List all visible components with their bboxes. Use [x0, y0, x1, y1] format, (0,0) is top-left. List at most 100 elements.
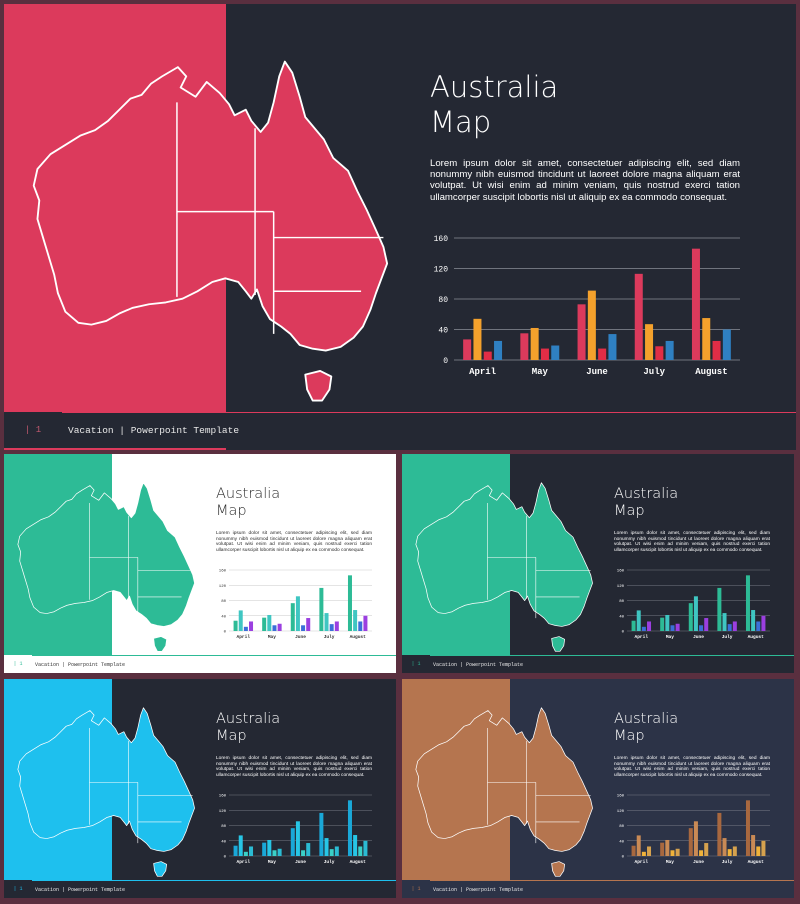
- x-tick-label: May: [666, 634, 674, 640]
- bar: [540, 348, 549, 360]
- bar: [520, 333, 529, 360]
- bar: [551, 345, 560, 360]
- x-tick-label: July: [722, 634, 733, 640]
- bar: [693, 821, 698, 856]
- page-number: | 1: [13, 886, 23, 892]
- x-tick-label: May: [532, 367, 549, 377]
- state-borders: [89, 728, 193, 844]
- tasmania: [551, 636, 566, 652]
- body-text: Lorem ipsum dolor sit amet, consectetuer…: [614, 756, 770, 778]
- slide-footer: | 1 Vacation | Powerpoint Template: [402, 880, 794, 898]
- y-tick-label: 80: [619, 825, 624, 829]
- bar: [249, 621, 254, 631]
- bar: [319, 587, 324, 631]
- bar: [295, 596, 300, 631]
- x-tick-label: July: [324, 859, 335, 865]
- slide-thumbnail[interactable]: Australia Map Lorem ipsum dolor sit amet…: [4, 679, 396, 898]
- y-tick-label: 160: [617, 570, 625, 574]
- bar: [631, 620, 636, 631]
- bar: [756, 846, 761, 856]
- slide-thumbnail[interactable]: Australia Map Lorem ipsum dolor sit amet…: [402, 454, 794, 673]
- bar: [636, 610, 641, 631]
- bar: [473, 318, 482, 360]
- x-tick-label: July: [643, 367, 665, 377]
- bar: [358, 621, 363, 631]
- australia-mainland: [415, 482, 593, 627]
- bar: [675, 623, 680, 631]
- bar: [631, 845, 636, 856]
- page-number: | 1: [411, 661, 421, 667]
- y-tick-label: 80: [619, 600, 624, 604]
- bar: [233, 845, 238, 856]
- bar: [761, 840, 766, 856]
- state-borders: [89, 503, 193, 619]
- body-text: Lorem ipsum dolor sit amet, consectetuer…: [614, 531, 770, 553]
- bar: [704, 618, 709, 631]
- bar: [665, 340, 674, 360]
- australia-map: [17, 482, 195, 652]
- bar: [329, 849, 334, 856]
- x-tick-label: June: [295, 634, 306, 640]
- bar: [277, 848, 282, 856]
- bar: [745, 800, 750, 856]
- tasmania: [153, 636, 168, 652]
- title-line-1: Australia: [430, 70, 559, 104]
- x-tick-label: August: [748, 634, 765, 640]
- x-tick-label: May: [268, 859, 276, 865]
- bar: [712, 340, 721, 360]
- australia-mainland: [415, 707, 593, 852]
- x-tick-label: June: [586, 367, 608, 377]
- bar: [277, 623, 282, 631]
- bar: [732, 621, 737, 631]
- bar: [647, 621, 652, 631]
- australia-mainland: [32, 60, 389, 352]
- slide-title: Australia Map: [614, 711, 678, 746]
- bar: [347, 800, 352, 856]
- bar: [319, 812, 324, 856]
- slide-footer: | 1 Vacation | Powerpoint Template: [402, 655, 794, 673]
- y-tick-label: 160: [617, 795, 625, 799]
- bar: [722, 613, 727, 631]
- slide-thumbnail[interactable]: Australia Map Lorem ipsum dolor sit amet…: [402, 679, 794, 898]
- x-tick-label: June: [295, 859, 306, 865]
- bar: [306, 618, 311, 631]
- y-tick-label: 40: [438, 327, 448, 336]
- bar: [727, 624, 732, 631]
- bar: [324, 838, 329, 856]
- australia-map: [415, 707, 593, 877]
- bar: [301, 625, 306, 631]
- y-tick-label: 160: [219, 570, 227, 574]
- bar: [756, 621, 761, 631]
- x-tick-label: May: [666, 859, 674, 865]
- bar: [751, 835, 756, 856]
- y-tick-label: 0: [622, 856, 625, 860]
- page-number: | 1: [24, 425, 42, 435]
- title-line-2: Map: [614, 728, 645, 745]
- y-tick-label: 80: [438, 296, 448, 305]
- bar: [329, 624, 334, 631]
- bar: [306, 843, 311, 856]
- bar: [238, 835, 243, 856]
- bar: [727, 849, 732, 856]
- bar: [272, 625, 277, 631]
- y-tick-label: 40: [221, 840, 226, 844]
- x-tick-label: April: [237, 634, 251, 640]
- bar: [660, 617, 665, 631]
- y-tick-label: 80: [221, 600, 226, 604]
- bar: [732, 846, 737, 856]
- body-text: Lorem ipsum dolor sit amet, consectetuer…: [216, 756, 372, 778]
- bar: [693, 596, 698, 631]
- bar: [688, 603, 693, 631]
- footer-text: Vacation | Powerpoint Template: [430, 880, 794, 898]
- bar: [577, 304, 586, 360]
- state-borders: [176, 102, 384, 334]
- title-line-2: Map: [614, 503, 645, 520]
- bar: [262, 842, 267, 856]
- y-tick-label: 0: [224, 631, 227, 635]
- footer-text: Vacation | Powerpoint Template: [32, 880, 396, 898]
- bar: [324, 613, 329, 631]
- slide-thumbnail[interactable]: Australia Map Lorem ipsum dolor sit amet…: [4, 454, 396, 673]
- bar: [641, 626, 646, 631]
- slide-thumbnail[interactable]: Australia Map Lorem ipsum dolor sit amet…: [4, 4, 796, 450]
- bar: [660, 842, 665, 856]
